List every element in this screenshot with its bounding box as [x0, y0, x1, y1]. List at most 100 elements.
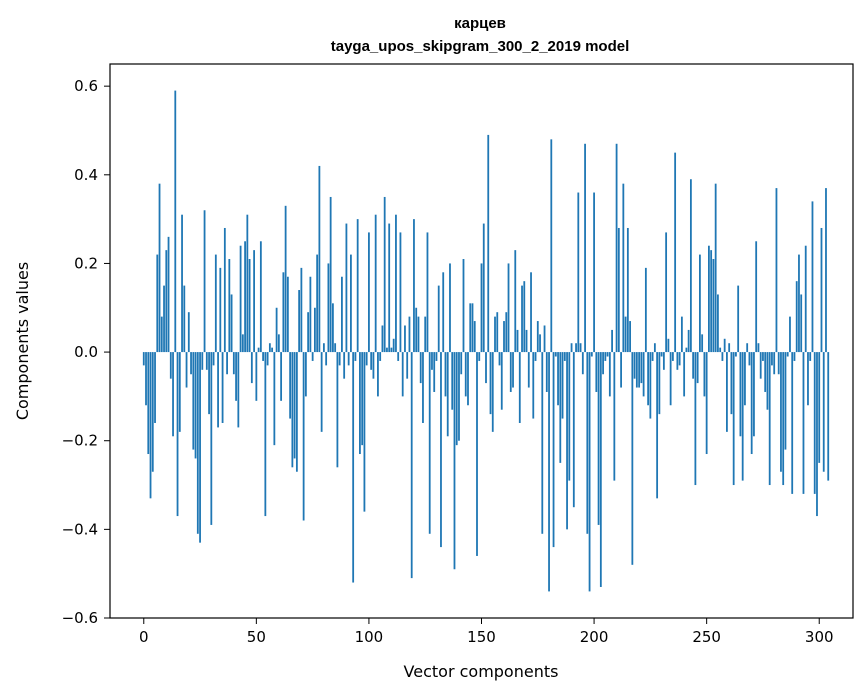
bar-54	[264, 352, 267, 517]
bar-49	[253, 250, 255, 353]
bar-7	[158, 183, 161, 353]
bar-11	[167, 236, 170, 353]
bar-3	[149, 352, 152, 499]
bar-28	[205, 352, 208, 370]
bar-169	[523, 281, 526, 353]
bar-212	[620, 352, 622, 388]
bar-34	[219, 267, 222, 353]
bar-55	[266, 352, 269, 366]
bar-277	[766, 352, 769, 410]
bar-206	[606, 352, 609, 357]
bar-4	[151, 352, 154, 472]
bar-226	[651, 352, 654, 361]
bar-142	[462, 259, 465, 353]
bar-272	[755, 241, 758, 353]
bar-264	[737, 285, 740, 353]
x-tick-label: 250	[692, 628, 721, 646]
bar-262	[732, 352, 735, 486]
bar-73	[307, 312, 310, 353]
bar-207	[608, 352, 611, 397]
bar-238	[678, 352, 681, 366]
bar-101	[370, 352, 373, 370]
bar-268	[746, 343, 749, 353]
bar-289	[793, 352, 796, 361]
bar-113	[397, 352, 400, 361]
bar-107	[383, 196, 386, 353]
bar-126	[426, 232, 429, 353]
chart-title: карцев	[454, 15, 506, 32]
bar-175	[536, 321, 539, 353]
y-tick-label: 0.0	[74, 343, 98, 361]
bar-66	[291, 352, 294, 468]
x-tick-label: 50	[247, 628, 266, 646]
bar-208	[611, 329, 613, 353]
bar-48	[250, 352, 253, 384]
bar-51	[257, 347, 260, 353]
bar-43	[239, 245, 242, 353]
bar-110	[390, 347, 393, 353]
bar-27	[203, 210, 206, 353]
bar-150	[480, 263, 483, 353]
bar-156	[494, 316, 496, 353]
bar-293	[802, 352, 805, 494]
bar-88	[341, 276, 343, 353]
bar-45	[244, 241, 246, 353]
bar-23	[194, 352, 197, 459]
bar-53	[262, 352, 264, 361]
bar-75	[311, 352, 314, 361]
bar-154	[489, 352, 492, 415]
bar-178	[543, 325, 546, 353]
bar-8	[160, 316, 163, 353]
bar-148	[476, 352, 478, 556]
bar-118	[408, 316, 411, 353]
bar-17	[181, 214, 183, 353]
chart-subtitle: tayga_upos_skipgram_300_2_2019 model	[331, 38, 630, 55]
bar-18	[183, 285, 186, 353]
bar-216	[629, 321, 631, 353]
bar-252	[710, 250, 713, 353]
bar-302	[822, 352, 825, 472]
bar-79	[320, 352, 323, 432]
bar-47	[248, 259, 251, 353]
bar-74	[309, 276, 312, 353]
bar-301	[820, 227, 823, 353]
bar-214	[624, 316, 627, 353]
bar-233	[667, 338, 670, 353]
bar-100	[368, 232, 370, 353]
x-tick-label: 100	[355, 628, 384, 646]
bar-304	[827, 352, 830, 481]
bar-109	[388, 223, 391, 353]
bar-143	[464, 352, 467, 397]
bar-283	[780, 352, 782, 472]
bar-6	[156, 254, 159, 353]
bar-80	[322, 343, 325, 353]
y-axis-label: Components values	[13, 262, 32, 420]
bar-52	[259, 241, 262, 353]
bar-187	[563, 352, 566, 361]
bar-224	[647, 352, 650, 406]
bar-108	[386, 347, 388, 353]
bar-112	[395, 214, 397, 353]
bar-140	[458, 352, 460, 441]
bar-145	[469, 303, 472, 353]
y-tick-label: 0.4	[74, 166, 98, 184]
bar-168	[521, 285, 523, 353]
bar-31	[212, 352, 215, 366]
bar-280	[773, 352, 776, 375]
bar-13	[172, 352, 174, 437]
y-tick-label: −0.6	[62, 609, 98, 627]
bar-83	[329, 196, 332, 353]
bar-235	[671, 352, 674, 361]
bar-281	[775, 188, 778, 353]
y-axis-ticks: −0.6 −0.4 −0.2 0.0 0.2 0.4 0.6	[62, 77, 110, 627]
bar-267	[744, 352, 746, 406]
bar-255	[717, 294, 719, 353]
bar-299	[816, 352, 818, 517]
bar-99	[365, 352, 368, 366]
bar-209	[613, 352, 616, 481]
bar-32	[214, 254, 217, 353]
bar-246	[696, 352, 699, 384]
bar-186	[561, 352, 564, 419]
bar-135	[446, 352, 449, 437]
bar-231	[662, 352, 665, 370]
